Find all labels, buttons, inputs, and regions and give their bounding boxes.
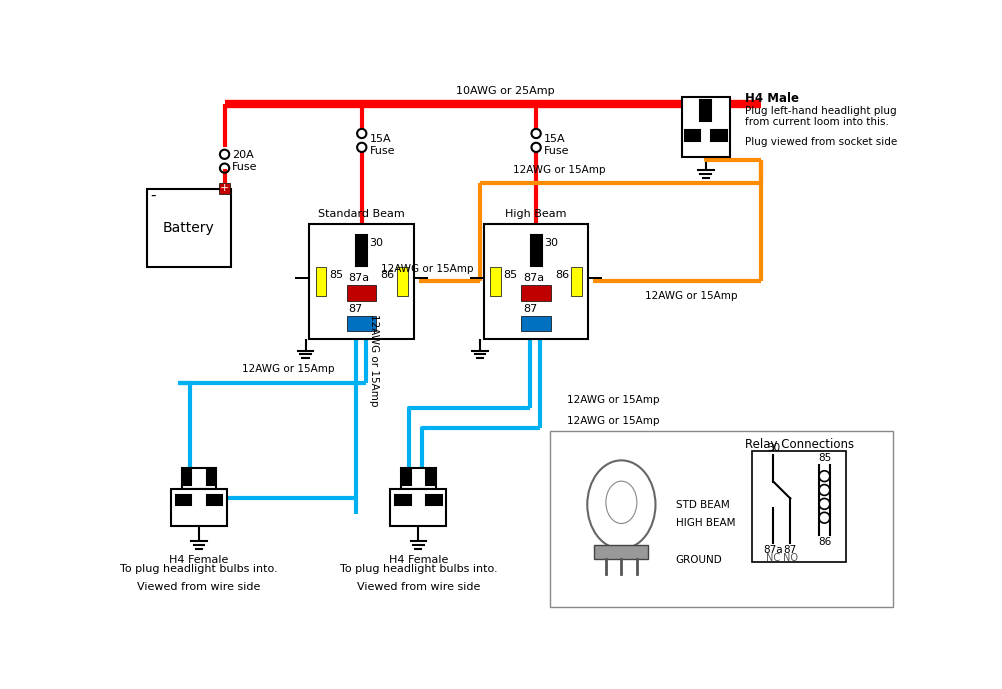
Bar <box>347 285 376 300</box>
Text: Viewed from wire side: Viewed from wire side <box>137 582 261 592</box>
Text: 86: 86 <box>380 270 395 280</box>
Bar <box>206 495 222 506</box>
Bar <box>403 470 410 485</box>
Text: NC: NC <box>766 553 780 563</box>
Text: 87: 87 <box>783 546 797 555</box>
Bar <box>206 470 214 485</box>
Text: 12AWG or 15Amp: 12AWG or 15Amp <box>566 416 659 426</box>
Bar <box>397 267 408 296</box>
Bar <box>684 130 699 141</box>
Bar <box>490 267 500 296</box>
Text: 12AWG or 15Amp: 12AWG or 15Amp <box>369 313 379 406</box>
Bar <box>147 189 230 267</box>
Text: 85: 85 <box>817 453 831 463</box>
Text: Battery: Battery <box>163 221 214 235</box>
Text: 86: 86 <box>554 270 568 280</box>
Text: 20A
Fuse: 20A Fuse <box>232 150 258 172</box>
Text: NO: NO <box>782 553 797 563</box>
Bar <box>390 489 446 526</box>
Text: 86: 86 <box>817 537 831 547</box>
Bar <box>530 235 541 266</box>
Text: Viewed from wire side: Viewed from wire side <box>357 582 480 592</box>
Bar <box>356 235 367 266</box>
Text: 30: 30 <box>766 443 780 453</box>
Bar <box>171 489 226 526</box>
Bar <box>347 316 376 331</box>
Text: 10AWG or 25Amp: 10AWG or 25Amp <box>455 85 554 96</box>
Text: H4 Male: H4 Male <box>744 92 799 105</box>
Text: GROUND: GROUND <box>675 555 721 565</box>
Text: H4 Female: H4 Female <box>169 555 228 565</box>
Bar <box>414 278 428 279</box>
Bar <box>469 278 483 279</box>
Text: STD BEAM: STD BEAM <box>675 500 728 510</box>
Text: 15A
Fuse: 15A Fuse <box>543 134 569 156</box>
Text: Plug left-hand headlight plug
from current loom into this.: Plug left-hand headlight plug from curre… <box>744 106 896 127</box>
Bar <box>183 470 191 485</box>
Text: 87a: 87a <box>763 546 783 555</box>
Text: 12AWG or 15Amp: 12AWG or 15Amp <box>381 264 473 274</box>
Text: To plug headlight bulbs into.: To plug headlight bulbs into. <box>339 564 497 574</box>
Text: Standard Beam: Standard Beam <box>318 209 405 219</box>
Text: +: + <box>219 183 229 193</box>
Text: HIGH BEAM: HIGH BEAM <box>675 518 734 528</box>
Text: Plug viewed from socket side: Plug viewed from socket side <box>744 136 897 147</box>
Bar <box>571 267 581 296</box>
Bar <box>310 224 414 339</box>
Bar <box>483 224 588 339</box>
Bar <box>588 278 602 279</box>
Bar <box>699 100 710 121</box>
Bar <box>549 431 893 607</box>
Text: High Beam: High Beam <box>505 209 566 219</box>
Bar <box>426 495 441 506</box>
Text: 12AWG or 15Amp: 12AWG or 15Amp <box>241 364 334 373</box>
Bar <box>750 451 846 562</box>
Bar <box>521 285 550 300</box>
Bar <box>426 470 434 485</box>
Bar <box>175 495 191 506</box>
Text: H4 Female: H4 Female <box>388 555 448 565</box>
Text: 12AWG or 15Amp: 12AWG or 15Amp <box>513 165 605 175</box>
Text: 12AWG or 15Amp: 12AWG or 15Amp <box>644 291 736 300</box>
Bar <box>681 96 729 156</box>
Text: 12AWG or 15Amp: 12AWG or 15Amp <box>566 395 659 405</box>
Text: -: - <box>150 187 156 203</box>
Text: 30: 30 <box>543 238 557 248</box>
Bar <box>316 267 327 296</box>
Bar <box>521 316 550 331</box>
Text: 85: 85 <box>503 270 517 280</box>
Text: Relay Connections: Relay Connections <box>744 438 854 451</box>
Text: To plug headlight bulbs into.: To plug headlight bulbs into. <box>120 564 278 574</box>
Bar <box>218 183 229 194</box>
Bar <box>296 278 310 279</box>
Text: 30: 30 <box>369 238 383 248</box>
Bar <box>593 546 648 559</box>
Text: 15A
Fuse: 15A Fuse <box>369 134 395 156</box>
Bar <box>181 468 216 489</box>
Text: 87: 87 <box>349 304 363 313</box>
Text: 85: 85 <box>329 270 343 280</box>
Text: 87: 87 <box>522 304 537 313</box>
Bar <box>401 468 435 489</box>
Text: 87a: 87a <box>349 273 370 283</box>
Text: 87a: 87a <box>522 273 543 283</box>
Bar <box>710 130 726 141</box>
Bar <box>395 495 410 506</box>
